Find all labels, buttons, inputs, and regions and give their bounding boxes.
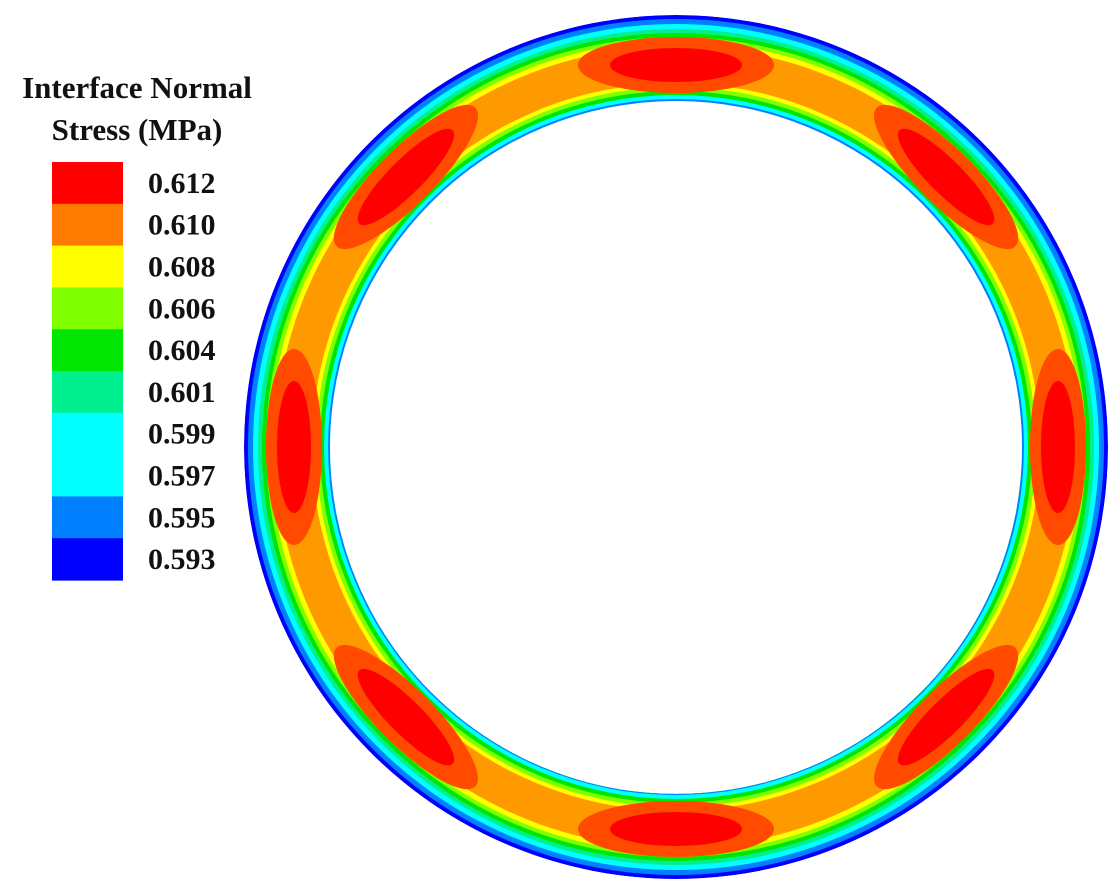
legend-swatch-0.610 [52, 203, 123, 247]
legend-label-0.608: 0.608 [148, 251, 216, 284]
hotspot-8 [333, 104, 478, 249]
hotspot-core-1 [610, 48, 742, 82]
hotspot-core-5 [610, 812, 742, 846]
hotspot-3 [1030, 349, 1086, 545]
legend-label-0.610: 0.610 [148, 209, 216, 242]
hotspot-core-8 [357, 128, 455, 226]
legend-swatch-0.604 [52, 329, 123, 372]
legend-label-0.601: 0.601 [148, 376, 216, 409]
stress-hotspots [266, 37, 1086, 857]
hotspot-core-3 [1041, 381, 1075, 513]
ring-inner-hole [330, 101, 1022, 793]
legend-title-line-2: Stress (MPa) [52, 112, 223, 147]
legend-label-0.612: 0.612 [148, 167, 216, 200]
hotspot-1 [578, 37, 774, 93]
legend-label-0.599: 0.599 [148, 418, 216, 451]
legend-swatch-0.595 [52, 496, 123, 539]
hotspot-core-4 [897, 668, 995, 766]
legend-swatch-0.601 [52, 371, 123, 414]
legend-swatch-0.612 [52, 162, 123, 205]
legend-label-0.597: 0.597 [148, 460, 216, 493]
hotspot-7 [266, 349, 322, 545]
legend-label-0.606: 0.606 [148, 292, 216, 325]
legend-label-0.593: 0.593 [148, 543, 216, 576]
legend-swatch-0.608 [52, 245, 123, 288]
stress-ring [244, 15, 1108, 879]
legend-swatch-0.593 [52, 538, 123, 581]
legend-swatch-0.597 [52, 454, 123, 497]
hotspot-5 [578, 801, 774, 857]
hotspot-4 [874, 645, 1019, 790]
hotspot-core-7 [277, 381, 311, 513]
hotspot-core-2 [897, 128, 995, 226]
legend-label-0.595: 0.595 [148, 501, 216, 534]
legend-labels: 0.612 0.610 0.608 0.606 0.604 0.601 0.599 0.597… [148, 167, 216, 576]
legend-swatch-0.606 [52, 287, 123, 330]
hotspot-2 [874, 104, 1019, 249]
legend-swatches [52, 162, 123, 581]
hotspot-6 [333, 645, 478, 790]
legend: Interface Normal Stress (MPa) 0.612 0.610… [22, 70, 252, 581]
legend-title-line-1: Interface Normal [22, 70, 252, 105]
legend-swatch-0.599 [52, 412, 123, 456]
hotspot-core-6 [357, 668, 455, 766]
legend-label-0.604: 0.604 [148, 334, 216, 367]
